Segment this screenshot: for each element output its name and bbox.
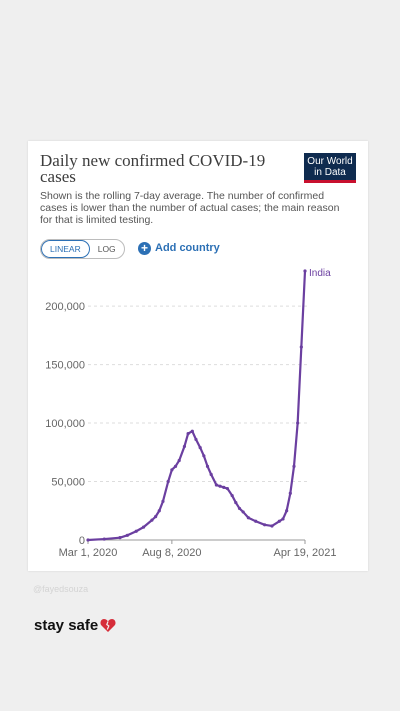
- y-tick-label: 100,000: [45, 418, 85, 430]
- data-point: [173, 464, 178, 468]
- x-tick-label: Mar 1, 2020: [59, 547, 118, 559]
- data-point: [205, 464, 210, 468]
- data-point: [237, 506, 242, 511]
- data-point: [194, 437, 198, 442]
- credit-watermark: @fayedsouza: [33, 584, 89, 594]
- add-country-label: Add country: [155, 242, 220, 254]
- data-point: [288, 491, 292, 495]
- data-point: [254, 519, 258, 523]
- y-tick-label: 50,000: [51, 477, 85, 489]
- data-point: [246, 516, 250, 520]
- data-point: [154, 515, 158, 519]
- data-point: [170, 468, 174, 472]
- add-country-button[interactable]: + Add country: [138, 239, 220, 257]
- data-point: [182, 444, 187, 449]
- data-point: [166, 479, 170, 484]
- logo-line-1: Our World: [307, 156, 353, 167]
- data-point: [150, 518, 154, 522]
- x-tick-label: Aug 8, 2020: [142, 547, 201, 559]
- plus-circle-icon: +: [138, 241, 151, 255]
- y-tick-label: 200,000: [45, 301, 85, 313]
- data-point: [296, 421, 300, 425]
- data-point: [161, 499, 165, 504]
- data-point: [281, 517, 285, 521]
- data-point: [241, 510, 245, 514]
- data-point: [214, 483, 219, 487]
- data-point: [299, 345, 303, 349]
- chart-card: Daily new confirmed COVID-19 cases Our W…: [28, 141, 368, 571]
- data-point: [218, 484, 222, 488]
- scale-log-button[interactable]: LOG: [97, 244, 116, 254]
- data-point: [277, 519, 281, 523]
- data-point: [141, 525, 146, 529]
- data-point: [222, 485, 226, 489]
- data-point: [198, 446, 202, 450]
- story-caption: stay safe: [34, 617, 116, 634]
- data-point: [234, 500, 238, 505]
- y-tick-label: 0: [79, 535, 85, 547]
- data-point: [263, 523, 267, 527]
- data-point: [303, 269, 307, 273]
- data-point: [125, 533, 129, 537]
- y-tick-label: 150,000: [45, 360, 85, 372]
- chart-title: Daily new confirmed COVID-19 cases: [40, 151, 266, 186]
- data-point: [177, 458, 181, 463]
- chart-subtitle: Shown is the rolling 7-day average. The …: [40, 190, 340, 226]
- broken-heart-icon: [100, 619, 116, 632]
- data-point: [225, 486, 230, 491]
- data-point: [230, 493, 234, 498]
- our-world-in-data-logo[interactable]: Our World in Data: [304, 153, 356, 183]
- data-point: [202, 454, 206, 458]
- series-label-india: India: [309, 268, 331, 279]
- data-point: [157, 509, 161, 513]
- data-point: [292, 464, 296, 468]
- x-tick-label: Apr 19, 2021: [274, 547, 337, 559]
- scale-toggle: LINEAR LOG: [40, 239, 125, 259]
- data-point: [118, 536, 122, 540]
- line-chart: 0 50,000 100,000 150,000 200,000 Mar 1, 2020 A…: [45, 268, 337, 559]
- data-point: [134, 529, 138, 533]
- caption-text: stay safe: [34, 617, 99, 634]
- data-point: [186, 431, 190, 436]
- data-point: [285, 509, 289, 513]
- data-point: [209, 472, 213, 477]
- data-point: [102, 537, 106, 541]
- data-point: [270, 524, 274, 528]
- series-line-india: [87, 270, 307, 542]
- data-point: [86, 538, 90, 542]
- logo-stripe: [304, 180, 356, 183]
- data-point: [190, 429, 194, 433]
- logo-line-2: in Data: [314, 167, 346, 178]
- scale-linear-button[interactable]: LINEAR: [41, 240, 90, 258]
